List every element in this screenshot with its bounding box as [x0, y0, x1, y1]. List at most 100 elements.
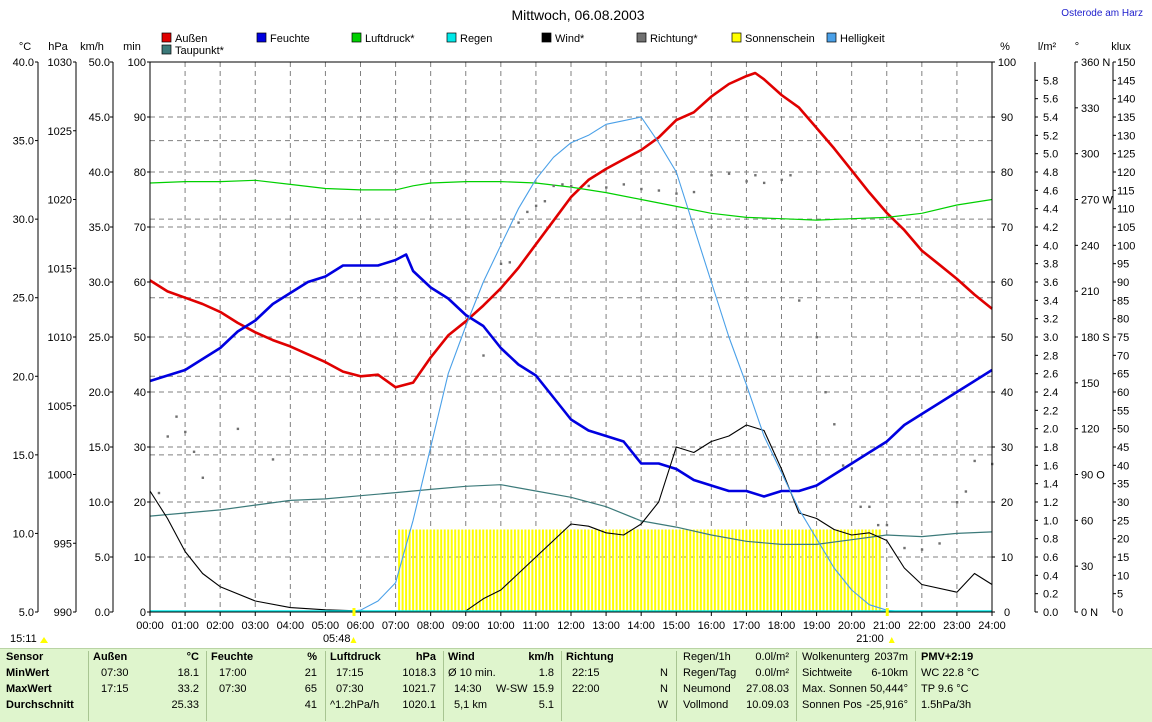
max-sun-value: 50,444° — [869, 683, 908, 695]
legend-swatch — [731, 32, 742, 43]
outside-unit: °C — [186, 651, 199, 663]
sunshine-bar — [457, 529, 460, 612]
right-axis-tick-label: 90 — [1117, 277, 1129, 289]
right-axis-tick-label: 50 — [1001, 332, 1013, 344]
right-axis-tick-label: 2.4 — [1043, 387, 1058, 399]
right-axis-tick-label: 60 — [1001, 277, 1013, 289]
series-line — [149, 424, 993, 613]
outside-avg: 25.33 — [171, 699, 199, 711]
x-axis-tick-label: 02:00 — [206, 620, 234, 632]
right-axis-tick-label: 0.4 — [1043, 570, 1058, 582]
right-axis-tick-label: 120 — [1117, 167, 1135, 179]
sunshine-bar — [734, 529, 737, 612]
left-axis-tick-label: 100 — [128, 57, 146, 69]
right-axis-tick-label: 115 — [1117, 185, 1135, 197]
left-axis-tick-label: 20 — [134, 497, 146, 509]
right-axis-tick-label: 3.6 — [1043, 277, 1058, 289]
right-axis-tick-label: 0 — [1117, 607, 1123, 619]
sunshine-bars — [398, 529, 881, 612]
direction-point — [499, 262, 503, 266]
right-axis-tick-label: 65 — [1117, 369, 1129, 381]
sunshine-bar — [748, 529, 751, 612]
sunshine-bar — [545, 529, 548, 612]
right-axis-tick-label: 10 — [1001, 552, 1013, 564]
sunshine-bar — [510, 529, 513, 612]
sun-pos-value: -25,916° — [866, 699, 908, 711]
left-axis-tick-label: 10.0 — [13, 528, 34, 540]
right-axis-tick-label: 1.0 — [1043, 515, 1058, 527]
right-axis-tick-label: 80 — [1117, 314, 1129, 326]
direction-point — [587, 184, 590, 188]
left-axis-tick-label: 30 — [134, 442, 146, 454]
legend-label: Sonnenschein — [745, 33, 815, 45]
pressure-column: Luftdruck hPa 17:15 1018.3 07:30 1021.7 ^1.… — [330, 649, 440, 722]
series-line — [150, 116, 992, 613]
sunshine-bar — [699, 529, 702, 612]
x-axis-tick-label: 18:00 — [768, 620, 796, 632]
left-axis-tick-label: 30.0 — [13, 214, 34, 226]
sunshine-bar — [506, 529, 509, 612]
legend-swatch — [446, 32, 457, 43]
sunshine-bar — [580, 529, 583, 612]
sunshine-bar — [815, 529, 818, 612]
sunshine-bar — [433, 529, 436, 612]
sunshine-bar — [605, 529, 608, 612]
direction-point — [841, 464, 845, 467]
sunshine-bar — [475, 529, 478, 612]
left-axis-tick-label: 1020 — [48, 195, 72, 207]
pressure-unit: hPa — [415, 651, 436, 663]
max-label: MaxWert — [6, 683, 52, 695]
right-axis-tick-label: 5.8 — [1043, 75, 1058, 87]
sunshine-bar — [548, 529, 551, 612]
right-axis-tick-label: 5 — [1117, 589, 1123, 601]
x-axis-tick-label: 11:00 — [523, 620, 550, 632]
direction-point — [517, 221, 520, 224]
right-axis-tick-label: 210 — [1081, 286, 1099, 298]
sunshine-bar — [850, 529, 853, 612]
sunshine-bar — [762, 529, 765, 612]
right-axis-tick-label: 150 — [1081, 378, 1099, 390]
legend-label: Taupunkt* — [175, 45, 225, 57]
direction-point — [534, 204, 538, 208]
sunshine-bar — [829, 529, 832, 612]
direction-point — [184, 430, 187, 434]
visibility-value: 6-10km — [871, 667, 908, 679]
left-axis-tick-label: 45.0 — [89, 112, 110, 124]
direction-point — [727, 172, 731, 175]
direction-point — [570, 184, 573, 188]
wind-distance-value: 5.1 — [538, 699, 554, 711]
right-axis-tick-label: 75 — [1117, 332, 1129, 344]
left-axis-tick-label: 10.0 — [89, 497, 110, 509]
pmv-column: PMV+2:19 WC 22.8 °C TP 9.6 °C 1.5hPa/3h — [921, 649, 1031, 722]
x-axis-tick-label: 04:00 — [277, 620, 305, 632]
direction-point — [552, 184, 555, 188]
left-axis-tick-label: 40 — [134, 387, 146, 399]
x-axis-tick-label: 16:00 — [698, 620, 726, 632]
sunshine-bar — [805, 529, 808, 612]
humidity-column: Feuchte% 17:00 21 07:30 65 41 — [211, 649, 321, 722]
sunshine-bar — [776, 529, 779, 612]
left-axis-tick-label: 1025 — [48, 126, 72, 138]
direction-point — [166, 435, 169, 438]
right-axis-tick-label: 100 — [1117, 240, 1135, 252]
sunshine-bar — [671, 529, 674, 612]
sunshine-bar — [717, 529, 720, 612]
right-axis-tick-label: 85 — [1117, 295, 1129, 307]
sunshine-bar — [847, 529, 850, 612]
sunshine-bar — [619, 529, 622, 612]
right-axis-tick-label: 5.2 — [1043, 130, 1058, 142]
sunshine-bar — [808, 529, 811, 612]
x-axis-tick-label: 08:00 — [417, 620, 445, 632]
direction-point — [964, 490, 968, 493]
direction-point — [850, 467, 854, 470]
pressure-min-value: 1018.3 — [402, 667, 436, 679]
outside-min-value: 18.1 — [177, 667, 199, 679]
axis-unit-label: % — [1000, 41, 1010, 53]
direction-point — [780, 178, 783, 182]
direction-r2-value: N — [660, 683, 668, 695]
right-axis-tick-label: 60 — [1081, 515, 1093, 527]
right-axis-tick-label: 1.8 — [1043, 442, 1058, 454]
sunshine-bar — [429, 529, 432, 612]
sunshine-bar — [878, 529, 881, 612]
cloud-base-value: 2037m — [874, 651, 908, 663]
